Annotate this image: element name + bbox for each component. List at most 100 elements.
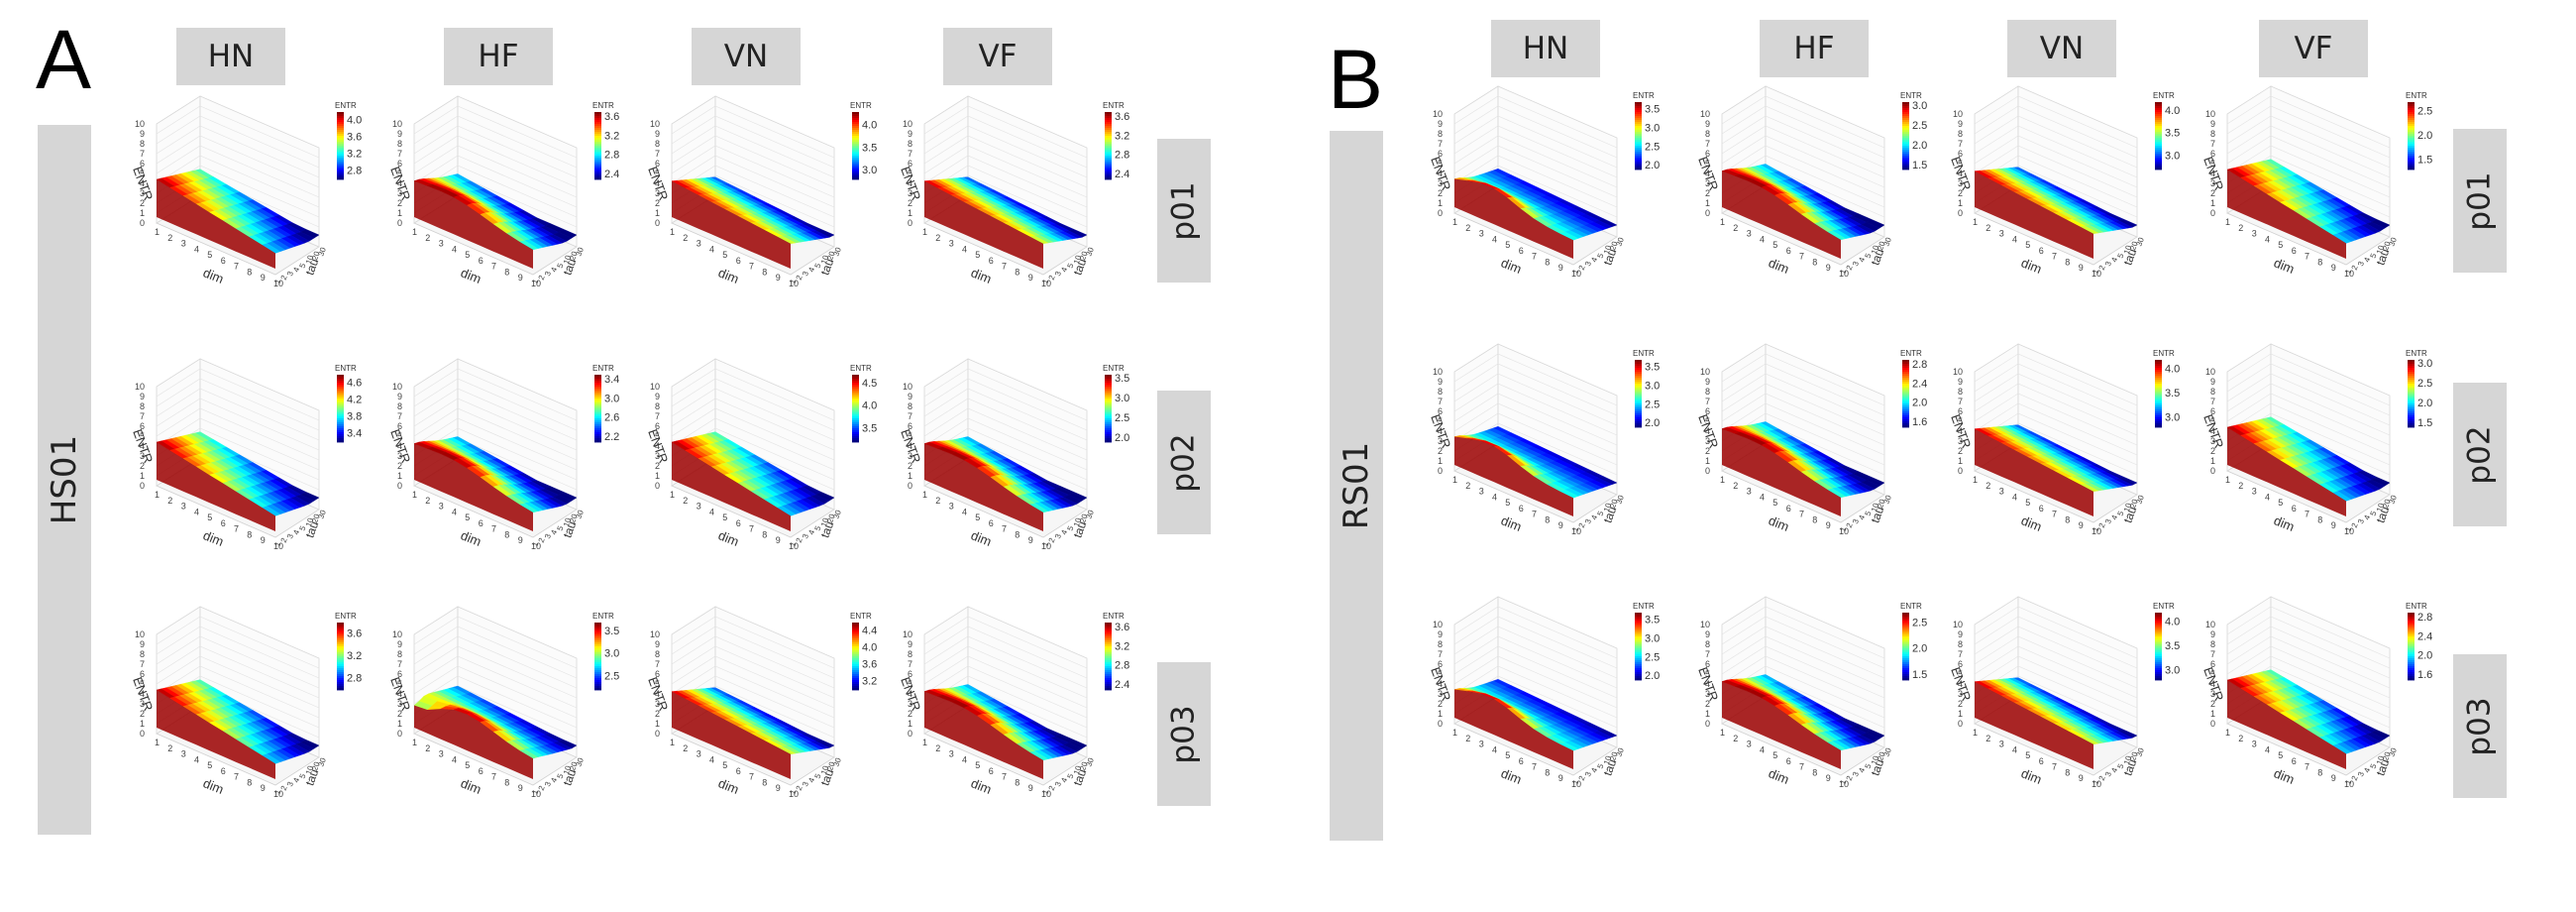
- colorbar-step: [1105, 650, 1112, 653]
- colorbar-step: [1635, 368, 1642, 371]
- colorbar-step: [2408, 644, 2415, 647]
- colorbar-step: [2408, 421, 2415, 424]
- colorbar-step: [1635, 160, 1642, 163]
- wall-gridline: [413, 645, 578, 699]
- colorbar-step: [2408, 132, 2415, 135]
- y-axis-title: tau: [2120, 757, 2139, 777]
- colorbar-step: [594, 389, 601, 392]
- colorbar-step: [1902, 108, 1909, 111]
- colorbar-step: [337, 383, 344, 386]
- colorbar-step: [2155, 382, 2162, 385]
- z-axis-title: ENTR: [1948, 412, 1974, 450]
- z-tick-label: 6: [655, 159, 660, 169]
- colorbar-step: [337, 416, 344, 419]
- colorbar-step: [594, 670, 601, 673]
- colorbar-tick-label: 3.5: [1645, 615, 1660, 627]
- panel-label-b: B: [1328, 33, 1384, 126]
- colorbar-step: [594, 166, 601, 169]
- surface-front-edge: [1454, 689, 1573, 769]
- colorbar-step: [1105, 672, 1112, 675]
- y-tick-label: 1: [272, 788, 282, 796]
- y-tick-label: 2: [2350, 264, 2360, 272]
- colorbar-step: [1635, 662, 1642, 665]
- x-tick-label: 10: [1839, 779, 1849, 789]
- colorbar-step: [1635, 126, 1642, 129]
- colorbar-step: [2155, 144, 2162, 147]
- colorbar-step: [1902, 364, 1909, 367]
- x-tick-label: 4: [194, 754, 199, 764]
- colorbar-step: [1635, 666, 1642, 669]
- colorbar-step: [1902, 660, 1909, 663]
- x-tick-label: 5: [207, 760, 212, 770]
- z-tick-label: 6: [2210, 149, 2215, 159]
- colorbar-step: [337, 648, 344, 651]
- wall-gridline: [1453, 616, 1618, 669]
- x-tick-label: 2: [1986, 223, 1990, 233]
- colorbar-step: [1902, 386, 1909, 389]
- y-axis-title: tau: [817, 257, 836, 277]
- z-tick-label: 6: [1705, 659, 1710, 669]
- colorbar-title: ENTR: [1900, 91, 1922, 100]
- x-tick-label: 10: [2092, 779, 2101, 789]
- x-tick-label: 6: [1786, 504, 1791, 513]
- colorbar-step: [852, 420, 859, 423]
- z-tick-label: 8: [1958, 639, 1963, 649]
- colorbar-step: [337, 638, 344, 641]
- colorbar-step: [1902, 144, 1909, 147]
- y-tick-label: 5: [1066, 524, 1076, 532]
- colorbar-step: [1902, 374, 1909, 377]
- y-tick-label: 20: [1876, 750, 1887, 762]
- y-tick-label: 20: [2128, 240, 2140, 252]
- colorbar-step: [337, 130, 344, 133]
- colorbar-step: [1105, 387, 1112, 390]
- colorbar-step: [2155, 134, 2162, 137]
- colorbar-step: [1105, 136, 1112, 139]
- y-axis-title: tau: [1070, 519, 1089, 539]
- y-tick-label: 30: [1084, 509, 1096, 520]
- colorbar-step: [1902, 142, 1909, 145]
- y-tick-label: 2: [2350, 521, 2360, 529]
- colorbar-step: [2155, 128, 2162, 131]
- surface-front-edge: [2227, 170, 2346, 259]
- z-tick-label: 5: [1705, 669, 1710, 679]
- x-axis-title: dim: [1499, 765, 1524, 787]
- y-tick-label: 2: [537, 274, 547, 282]
- colorbar-step: [852, 391, 859, 394]
- x-tick-label: 7: [1532, 252, 1537, 262]
- colorbar-step: [1105, 428, 1112, 431]
- z-tick-label: 2: [1438, 188, 1443, 198]
- y-tick-label: 10: [1870, 754, 1881, 766]
- colorbar-step: [594, 634, 601, 637]
- wall-gridline: [1974, 402, 2138, 456]
- x-tick-label: 1: [2225, 217, 2230, 227]
- z-tick-label: 6: [397, 159, 402, 169]
- colorbar-tick-label: 3.2: [347, 650, 362, 662]
- colorbar-step: [852, 416, 859, 419]
- wall-gridline: [413, 417, 578, 471]
- x-tick-label: 8: [2317, 767, 2322, 777]
- z-axis-title: ENTR: [898, 427, 923, 465]
- x-tick-label: 6: [479, 766, 483, 776]
- z-tick-label: 8: [908, 649, 912, 659]
- colorbar-step: [337, 628, 344, 631]
- z-tick-label: 6: [140, 421, 145, 431]
- wall-gridline: [1453, 655, 1618, 709]
- wall-gridline: [1974, 353, 2138, 406]
- x-tick-label: 6: [479, 518, 483, 528]
- z-tick-label: 3: [397, 699, 402, 709]
- colorbar-step: [2155, 394, 2162, 397]
- x-tick-label: 1: [2225, 728, 2230, 738]
- colorbar-step: [1105, 148, 1112, 151]
- colorbar-step: [2408, 104, 2415, 107]
- x-tick-label: 9: [2079, 263, 2084, 273]
- colorbar-step: [1902, 650, 1909, 653]
- wall-gridline: [2226, 393, 2391, 446]
- colorbar-tick-label: 2.8: [347, 673, 362, 685]
- wall-gridline: [413, 407, 578, 461]
- z-axis-title: ENTR: [130, 165, 156, 202]
- wall-gridline: [1974, 105, 2138, 159]
- colorbar-step: [337, 124, 344, 127]
- colorbar-step: [1902, 120, 1909, 123]
- colorbar-step: [594, 377, 601, 380]
- x-tick-label: 6: [736, 256, 741, 266]
